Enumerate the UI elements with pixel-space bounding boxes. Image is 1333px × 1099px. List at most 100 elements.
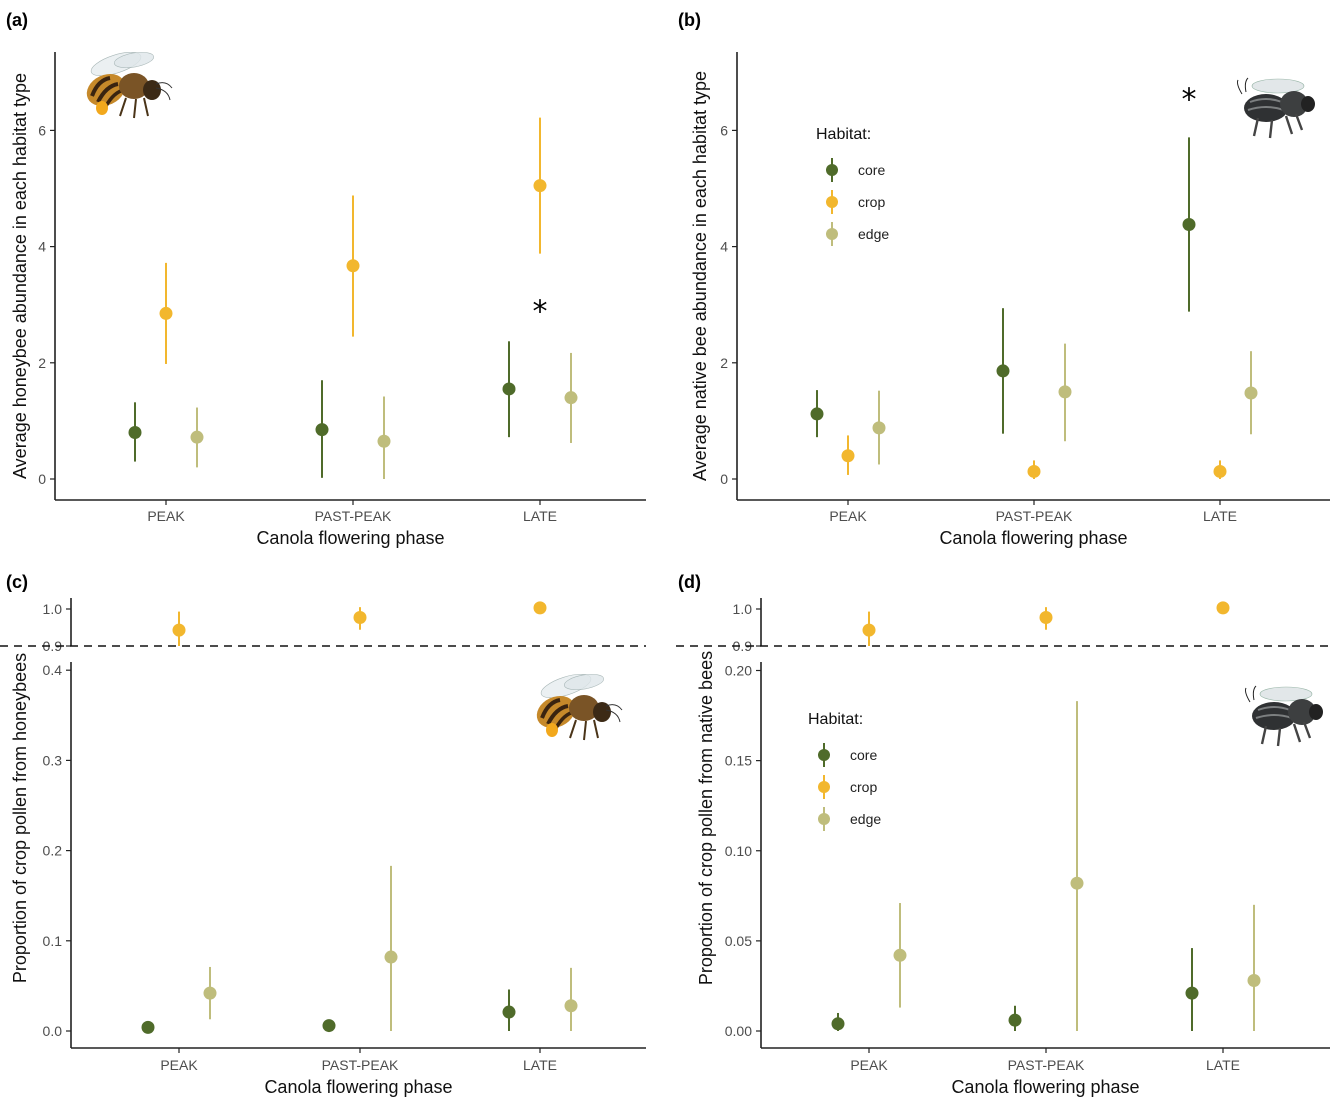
native-bee-icon [1236,76,1317,140]
data-point-core [1185,986,1199,1000]
data-point-core [502,1005,516,1019]
data-point-crop [862,623,876,637]
panel-label-a: (a) [6,10,28,30]
x-axis-title: Canola flowering phase [951,1077,1139,1097]
honeybee-abundance-chart: 0 2 4 6 PEAK PAST-PEAK LATE Canola flowering ph… [10,52,646,548]
x-tick-label: LATE [523,1057,557,1073]
data-point-core [322,1019,336,1033]
y-axis-title: Average honeybee abundance in each habit… [10,73,30,479]
native-bee-icon [1244,684,1325,748]
panel-label-c: (c) [6,572,28,592]
legend-key-point [818,749,830,761]
data-point-crop [159,306,173,320]
legend-key-point [826,164,838,176]
data-point-core [315,423,329,437]
data-point-edge [1058,385,1072,399]
y-tick-label: 1.0 [43,601,63,617]
data-point-crop [1039,611,1053,625]
y-tick-label: 0.0 [43,1023,63,1039]
y-tick-label: 2 [38,355,46,371]
panel-a: (a) 0 2 4 6 PEAK PAST-PEAK LATE Canola flowerin… [6,10,646,548]
panel-b: (b) 0 2 4 6 PEAK PAST-PEAK LATE Canola flowerin… [678,10,1330,548]
y-tick-label: 6 [38,122,46,138]
x-tick-label: LATE [1206,1057,1240,1073]
data-point-edge [1244,386,1258,400]
y-tick-label: 2 [720,355,728,371]
x-tick-label: PAST-PEAK [315,508,392,524]
x-tick-label: PAST-PEAK [1008,1057,1085,1073]
legend-label: crop [858,194,885,210]
y-tick-label: 0.2 [43,843,63,859]
significance-marker: * [533,295,548,330]
y-tick-label: 0.20 [725,663,752,679]
y-tick-label: 4 [38,239,46,255]
legend-label: edge [850,811,881,827]
data-point-crop [1216,601,1230,615]
legend-key-point [826,228,838,240]
x-tick-label: PEAK [829,508,867,524]
legend-label: core [850,747,877,763]
data-point-core [1008,1013,1022,1027]
y-tick-label: 0.9 [43,638,63,654]
honeybee-icon [529,667,624,742]
data-point-edge [893,948,907,962]
data-point-crop [533,179,547,193]
native-bee-abundance-chart: 0 2 4 6 PEAK PAST-PEAK LATE Canola flowering ph… [690,52,1330,548]
data-point-edge [564,391,578,405]
x-tick-label: PAST-PEAK [996,508,1073,524]
data-point-core [502,382,516,396]
data-point-crop [1027,464,1041,478]
native-bee-crop-pollen-chart: 0.9 1.0 0.00 0.05 0.10 0.15 0.20 PEAK PAST-PEAK L… [676,598,1330,1097]
x-tick-label: PEAK [850,1057,888,1073]
legend-title: Habitat: [816,126,871,143]
y-axis-title: Proportion of crop pollen from native be… [696,651,716,985]
y-tick-label: 0.00 [725,1023,752,1039]
data-point-core [831,1017,845,1031]
panel-c: (c) 0.9 1.0 0.0 0.1 0.2 0.3 0.4 PEAK PAST-PEAK LA… [0,572,646,1097]
legend-title: Habitat: [808,711,863,728]
data-point-crop [841,449,855,463]
x-tick-label: PEAK [147,508,185,524]
y-axis-title: Average native bee abundance in each hab… [690,71,710,481]
y-tick-label: 0.4 [43,662,63,678]
data-point-edge [564,999,578,1013]
data-point-edge [203,986,217,1000]
data-point-crop [533,601,547,615]
significance-marker: * [1182,83,1197,118]
y-tick-label: 0.3 [43,752,63,768]
data-point-core [1182,218,1196,232]
x-axis-title: Canola flowering phase [256,528,444,548]
y-tick-label: 4 [720,239,728,255]
legend-label: core [858,162,885,178]
y-tick-label: 0 [38,471,46,487]
data-point-core [996,364,1010,378]
data-point-edge [190,430,204,444]
x-tick-label: LATE [523,508,557,524]
data-point-crop [346,259,360,273]
data-point-edge [377,434,391,448]
y-tick-label: 0.05 [725,933,752,949]
y-tick-label: 0.10 [725,843,752,859]
legend-key-point [818,813,830,825]
y-axis-title: Proportion of crop pollen from honeybees [10,653,30,983]
data-point-crop [1213,464,1227,478]
honeybee-icon [79,45,174,120]
panel-label-d: (d) [678,572,701,592]
x-tick-label: PAST-PEAK [322,1057,399,1073]
data-point-edge [1070,876,1084,890]
data-point-core [810,407,824,421]
y-tick-label: 0 [720,471,728,487]
data-point-crop [172,623,186,637]
panel-label-b: (b) [678,10,701,30]
data-point-edge [872,421,886,435]
y-tick-label: 0.9 [733,638,753,654]
y-tick-label: 6 [720,122,728,138]
x-tick-label: LATE [1203,508,1237,524]
panel-d: (d) 0.9 1.0 0.00 0.05 0.10 0.15 0.20 PEAK PAST-P… [676,572,1330,1097]
legend-key-point [826,196,838,208]
data-point-edge [384,950,398,964]
data-point-core [141,1020,155,1034]
x-axis-title: Canola flowering phase [264,1077,452,1097]
data-point-edge [1247,974,1261,988]
